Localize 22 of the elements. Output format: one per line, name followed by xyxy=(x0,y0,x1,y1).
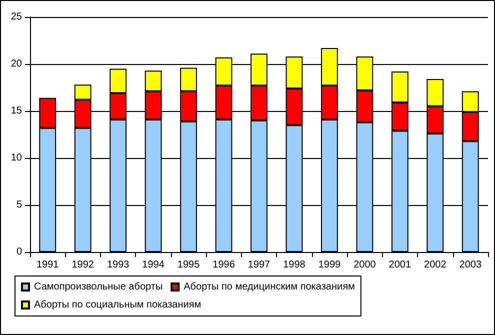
legend-label: Аборты по социальным показаниям xyxy=(34,300,202,310)
y-tick-label: 10 xyxy=(10,152,22,164)
y-tick-label: 25 xyxy=(10,12,22,22)
x-tick-label: 1995 xyxy=(177,260,200,270)
x-tick-label: 1993 xyxy=(106,260,130,270)
x-tick-label: 1997 xyxy=(248,260,271,270)
y-tick-label: 5 xyxy=(16,200,22,210)
y-tick-label: 20 xyxy=(10,58,22,70)
y-tick-label: 0 xyxy=(16,246,22,258)
y-tick-label: 15 xyxy=(10,106,22,116)
x-tick-label: 1996 xyxy=(212,260,236,270)
x-tick-label: 1992 xyxy=(72,260,94,270)
x-tick-label: 1994 xyxy=(142,260,165,270)
x-tick-label: 1998 xyxy=(283,260,306,270)
x-tick-label: 1999 xyxy=(318,260,342,270)
x-tick-label: 2003 xyxy=(459,260,482,270)
x-tick-label: 2001 xyxy=(388,260,412,270)
legend-label: Аборты по медицинским показаниям xyxy=(184,282,356,292)
legend-label: Самопроизвольные аборты xyxy=(34,282,163,292)
x-tick-label: 2002 xyxy=(424,260,447,270)
x-tick-label: 2000 xyxy=(354,260,376,270)
x-tick-label: 1991 xyxy=(36,260,60,270)
